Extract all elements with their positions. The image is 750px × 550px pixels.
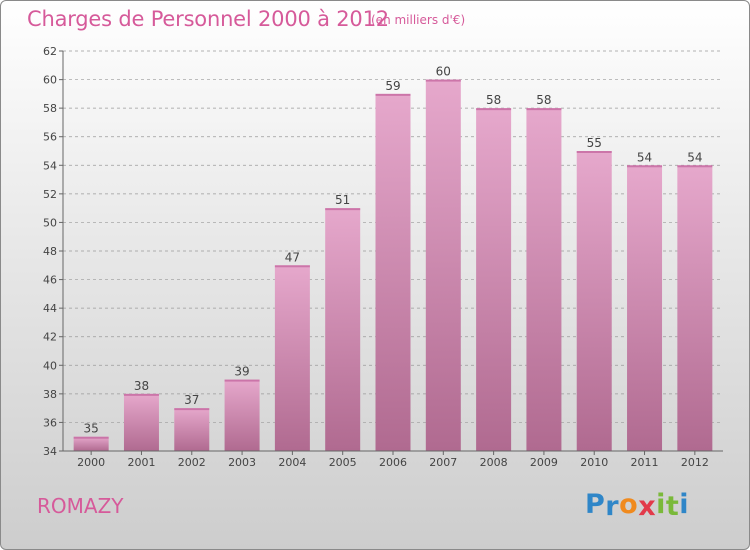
bar-top-edge: [73, 436, 109, 439]
chart-title: Charges de Personnel 2000 à 2012: [27, 7, 389, 31]
x-tick-label: 2004: [278, 456, 306, 469]
bar-top-edge: [123, 393, 159, 396]
logo-letter: o: [619, 489, 639, 520]
y-tick-label: 56: [43, 131, 57, 144]
bar: [627, 165, 663, 452]
bar: [123, 393, 159, 451]
bar: [526, 108, 562, 452]
x-tick-label: 2011: [631, 456, 659, 469]
bar: [325, 208, 361, 451]
data-label: 38: [134, 379, 149, 393]
bar-top-edge: [375, 93, 411, 96]
y-tick-label: 62: [43, 45, 57, 58]
x-tick-label: 2012: [681, 456, 709, 469]
y-tick-label: 54: [43, 159, 57, 172]
commune-name: ROMAZY: [37, 494, 124, 518]
bar-top-edge: [627, 165, 663, 168]
bar-top-edge: [224, 379, 260, 382]
y-tick-label: 52: [43, 188, 57, 201]
y-tick-label: 46: [43, 274, 57, 287]
x-tick-label: 2000: [77, 456, 105, 469]
logo-letter: r: [605, 491, 620, 522]
x-tick-label: 2007: [429, 456, 457, 469]
data-label: 37: [184, 393, 199, 407]
x-tick-label: 2006: [379, 456, 407, 469]
x-tick-label: 2010: [580, 456, 608, 469]
bar: [174, 408, 210, 451]
data-label: 51: [335, 193, 350, 207]
logo-letter: x: [638, 491, 657, 522]
data-label: 35: [84, 422, 99, 436]
axes: 34 36 38 40 42 44 46 48 50 52 54 56 58 60 62 2000 2001 20…: [43, 45, 723, 469]
chart-subtitle: (en milliers d'€): [371, 13, 466, 27]
bar-top-edge: [476, 108, 512, 111]
data-label: 58: [486, 93, 501, 107]
x-tick-label: 2002: [178, 456, 206, 469]
y-tick-label: 44: [43, 302, 57, 315]
proxiti-logo: Proxiti: [585, 489, 690, 522]
data-label: 54: [637, 150, 652, 164]
bar-top-edge: [325, 208, 361, 211]
data-label: 54: [687, 150, 702, 164]
bar: [576, 151, 612, 451]
bar: [425, 79, 461, 452]
bars: 35 38 37 39 47 51 59 60 58 58 55 54 54: [73, 65, 713, 452]
logo-letter: i: [679, 489, 690, 520]
y-tick-label: 60: [43, 74, 57, 87]
logo-letter: i: [656, 489, 666, 520]
x-tick-label: 2005: [329, 456, 357, 469]
data-label: 55: [587, 136, 602, 150]
x-tick-label: 2003: [228, 456, 256, 469]
bar: [677, 165, 713, 452]
x-tick-label: 2001: [127, 456, 155, 469]
bar-top-edge: [425, 79, 461, 82]
y-tick-label: 40: [43, 359, 57, 372]
bar: [476, 108, 512, 452]
y-tick-label: 58: [43, 102, 57, 115]
bar-top-edge: [174, 408, 210, 411]
y-tick-label: 38: [43, 388, 57, 401]
bar-top-edge: [677, 165, 713, 168]
logo-letter: P: [585, 489, 606, 520]
y-tick-label: 48: [43, 245, 57, 258]
y-tick-label: 34: [43, 445, 57, 458]
bar-top-edge: [526, 108, 562, 111]
data-label: 60: [436, 65, 451, 79]
x-tick-label: 2008: [480, 456, 508, 469]
bar: [274, 265, 310, 451]
bar-top-edge: [576, 151, 612, 153]
bar: [224, 379, 260, 451]
data-label: 39: [234, 365, 249, 379]
data-label: 58: [536, 93, 551, 107]
bar-top-edge: [274, 265, 310, 268]
y-tick-label: 36: [43, 416, 57, 429]
data-label: 59: [385, 79, 400, 93]
x-tick-label: 2009: [530, 456, 558, 469]
bar: [73, 436, 109, 451]
bar: [375, 93, 411, 451]
data-label: 47: [285, 250, 300, 264]
y-tick-label: 42: [43, 331, 57, 344]
y-tick-label: 50: [43, 216, 57, 229]
logo-letter: t: [665, 491, 680, 522]
